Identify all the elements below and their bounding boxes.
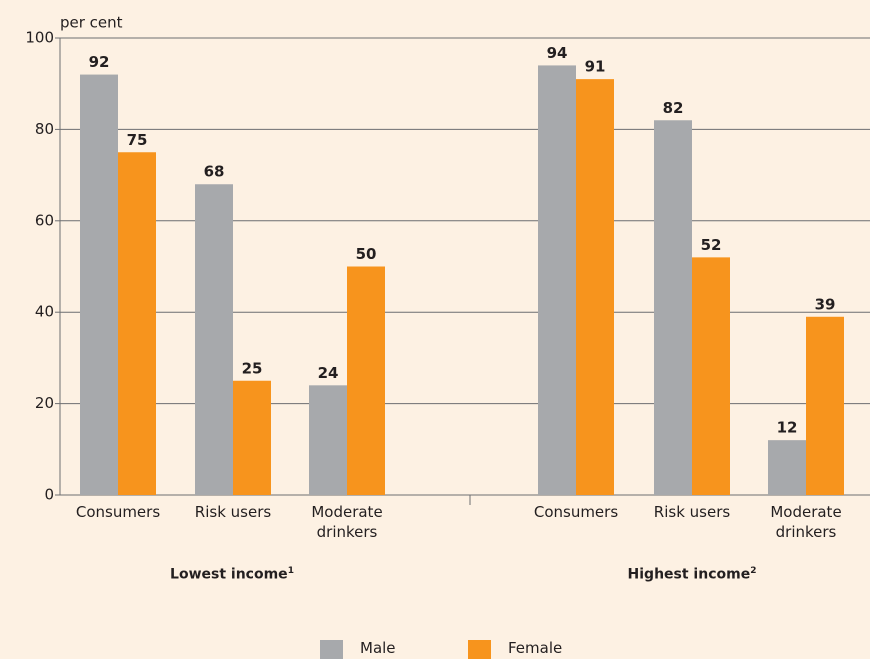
x-tick-label: Risk users <box>194 503 272 521</box>
bar <box>195 184 233 496</box>
y-tick-label: 60 <box>35 211 54 229</box>
data-label: 39 <box>815 295 836 313</box>
x-tick-label: Moderate drinkers <box>311 503 383 541</box>
legend-label: Female <box>508 639 563 657</box>
y-tick-label: 0 <box>44 486 54 504</box>
bar <box>233 380 271 495</box>
bar <box>538 65 576 496</box>
group-label: Highest income2 <box>562 566 822 583</box>
y-tick-label: 100 <box>25 29 54 47</box>
group-label: Lowest income1 <box>102 566 362 583</box>
bar <box>806 316 844 495</box>
y-tick-label: 20 <box>35 394 54 412</box>
group-name: Highest income <box>627 566 751 583</box>
data-label: 25 <box>242 359 263 377</box>
data-label: 82 <box>663 99 684 117</box>
data-label: 50 <box>356 245 377 263</box>
y-tick-label: 40 <box>35 303 54 321</box>
x-tick-label: Moderate drinkers <box>770 503 842 541</box>
x-tick-label: Consumers <box>75 503 161 521</box>
x-tick-label: Risk users <box>653 503 731 521</box>
data-label: 75 <box>127 131 148 149</box>
legend-label: Male <box>360 639 396 657</box>
data-label: 12 <box>777 419 798 437</box>
bar <box>309 385 347 495</box>
y-axis-label: per cent <box>60 14 123 32</box>
x-tick-label: Consumers <box>533 503 619 521</box>
bar <box>118 152 156 495</box>
data-label: 92 <box>89 53 110 71</box>
bar <box>692 257 730 495</box>
bar <box>347 266 385 495</box>
data-label: 68 <box>204 163 225 181</box>
legend-swatch <box>320 640 343 659</box>
data-label: 24 <box>318 364 339 382</box>
data-label: 91 <box>585 58 606 76</box>
footnote-mark: 2 <box>750 566 757 576</box>
bar <box>80 74 118 495</box>
data-label: 52 <box>701 236 722 254</box>
group-name: Lowest income <box>170 566 288 583</box>
bar <box>576 79 614 495</box>
bar <box>654 120 692 495</box>
legend-swatch <box>468 640 491 659</box>
y-tick-label: 80 <box>35 120 54 138</box>
data-label: 94 <box>547 44 568 62</box>
bar <box>768 440 806 495</box>
footnote-mark: 1 <box>287 566 294 576</box>
